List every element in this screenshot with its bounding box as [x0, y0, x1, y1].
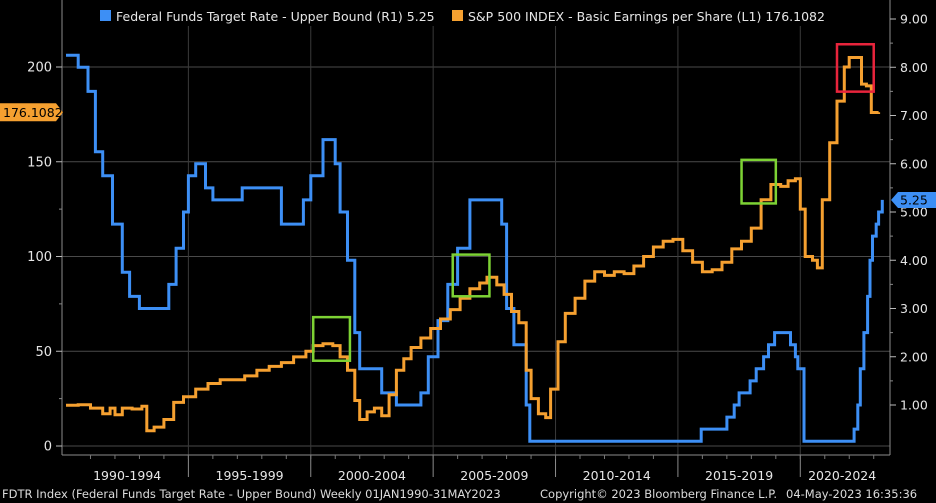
x-tick-label: 2020-2024: [808, 468, 876, 483]
footer-copyright: Copyright© 2023 Bloomberg Finance L.P.: [540, 487, 777, 501]
fed-last-value-tag: [891, 191, 936, 208]
right-tick-label: 5.00: [900, 205, 928, 220]
x-tick-label: 1995-1999: [216, 468, 284, 483]
sp500-last-value-label: 176.1082: [3, 105, 63, 120]
annotation-box: [740, 158, 778, 205]
left-tick-label: 50: [35, 345, 52, 360]
annotation-boxes: [311, 43, 875, 362]
x-tick-label: 2015-2019: [705, 468, 773, 483]
annotation-box: [835, 43, 875, 93]
gridlines: [62, 8, 890, 455]
x-tick-label: 2000-2004: [338, 468, 406, 483]
right-tick-label: 2.00: [900, 349, 928, 364]
annotation-box: [451, 253, 491, 298]
x-tick-label: 2005-2009: [460, 468, 528, 483]
legend-swatch-eps: [452, 10, 463, 21]
right-tick-label: 4.00: [900, 253, 928, 268]
x-tick-label: 2010-2014: [583, 468, 651, 483]
right-tick-label: 1.00: [900, 398, 928, 413]
legend: Federal Funds Target Rate - Upper Bound …: [70, 7, 862, 26]
right-tick-label: 7.00: [900, 108, 928, 123]
legend-label-eps: S&P 500 INDEX - Basic Earnings per Share…: [468, 9, 825, 24]
footer-source: FDTR Index (Federal Funds Target Rate - …: [2, 487, 501, 501]
legend-label-fed: Federal Funds Target Rate - Upper Bound …: [116, 9, 435, 24]
left-tick-label: 0: [44, 440, 52, 455]
legend-background: [70, 7, 862, 26]
annotation-box: [311, 315, 352, 362]
right-tick-label: 6.00: [900, 156, 928, 171]
fed-last-value-label: 5.25: [900, 192, 928, 207]
footer: FDTR Index (Federal Funds Target Rate - …: [0, 486, 936, 503]
series-layer: [66, 53, 884, 443]
fed-funds-rate-line: [66, 53, 884, 443]
legend-swatch-fed: [100, 10, 111, 21]
x-tick-label: 1990-1994: [93, 468, 161, 483]
footer-timestamp: 04-May-2023 16:35:36: [786, 487, 918, 501]
sp500-eps-line: [66, 56, 881, 433]
right-tick-label: 9.00: [900, 12, 928, 27]
sp500-last-value-tag: [0, 103, 63, 122]
left-tick-label: 150: [27, 155, 52, 170]
right-tick-label: 8.00: [900, 60, 928, 75]
right-tick-label: 3.00: [900, 301, 928, 316]
axes: 0 50 100 150 200 1.00 2.00 3.00 4.00 5.00 6.00 7.00…: [0, 0, 936, 483]
left-tick-label: 200: [27, 61, 52, 76]
left-tick-label: 100: [27, 250, 52, 265]
